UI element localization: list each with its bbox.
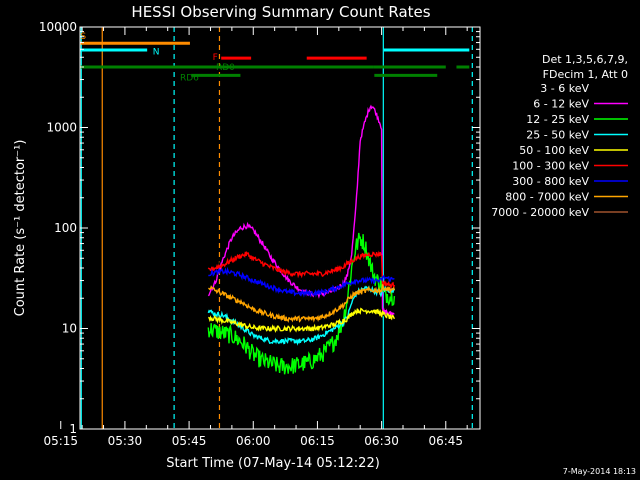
series-line-1 xyxy=(207,104,395,318)
legend-header-line-2: FDecim 1, Att 0 xyxy=(543,68,628,81)
legend-entry-label: 12 - 25 keV xyxy=(526,113,589,126)
legend: Det 1,3,5,6,7,9, FDecim 1, Att 03 - 6 keV… xyxy=(491,53,628,219)
legend-header-line-1: Det 1,3,5,6,7,9, xyxy=(542,53,628,66)
data-series xyxy=(207,104,396,375)
x-tick-label: 05:45 xyxy=(172,434,207,448)
x-tick-label: 06:00 xyxy=(236,434,271,448)
series-line-4 xyxy=(207,307,396,334)
chart-title: HESSI Observing Summary Count Rates xyxy=(131,3,430,21)
y-tick-label: 100 xyxy=(54,221,77,235)
timestamp: 7-May-2014 18:13 xyxy=(563,467,636,476)
flag-label-rd0: RD0 xyxy=(216,63,235,73)
flag-label-rd6: RD6 xyxy=(180,73,199,83)
series-line-7 xyxy=(208,284,396,323)
x-tick-label: 05:30 xyxy=(108,434,143,448)
flag-label-n: N xyxy=(153,48,160,58)
legend-entry-label: 25 - 50 keV xyxy=(526,129,589,142)
y-tick-label: 1 xyxy=(69,422,77,436)
legend-entry-label: 300 - 800 keV xyxy=(512,175,589,188)
y-tick-label: 10 xyxy=(62,322,77,336)
x-tick-label: 06:15 xyxy=(300,434,335,448)
flag-label-f: F xyxy=(213,53,218,63)
series-line-2 xyxy=(207,232,396,375)
y-tick-label: 1000 xyxy=(46,121,77,135)
x-tick-label: 05:15 xyxy=(43,434,78,448)
flag-bars: SNFRD0RD6 xyxy=(80,32,470,83)
series-line-5 xyxy=(207,250,396,291)
legend-entry-label: 6 - 12 keV xyxy=(533,98,589,111)
axes: 05:15 05:30 05:45 06:00 06:15 06:30 06:45 1 10 10… xyxy=(39,20,480,448)
legend-entry-label: 800 - 7000 keV xyxy=(505,191,589,204)
y-axis-label: Count Rate (s⁻¹ detector⁻¹) xyxy=(13,140,28,317)
legend-entry-label: 100 - 300 keV xyxy=(512,160,589,173)
x-tick-label: 06:30 xyxy=(364,434,399,448)
y-tick-label: 10000 xyxy=(39,20,77,34)
series-line-6 xyxy=(208,266,395,298)
series-line-0 xyxy=(207,111,396,321)
x-axis-label: Start Time (07-May-14 05:12:22) xyxy=(166,456,380,471)
legend-entry-label: 7000 - 20000 keV xyxy=(491,206,589,219)
legend-entry-label: 50 - 100 keV xyxy=(519,144,589,157)
legend-entry-label: 3 - 6 keV xyxy=(540,82,589,95)
x-tick-label: 06:45 xyxy=(428,434,463,448)
